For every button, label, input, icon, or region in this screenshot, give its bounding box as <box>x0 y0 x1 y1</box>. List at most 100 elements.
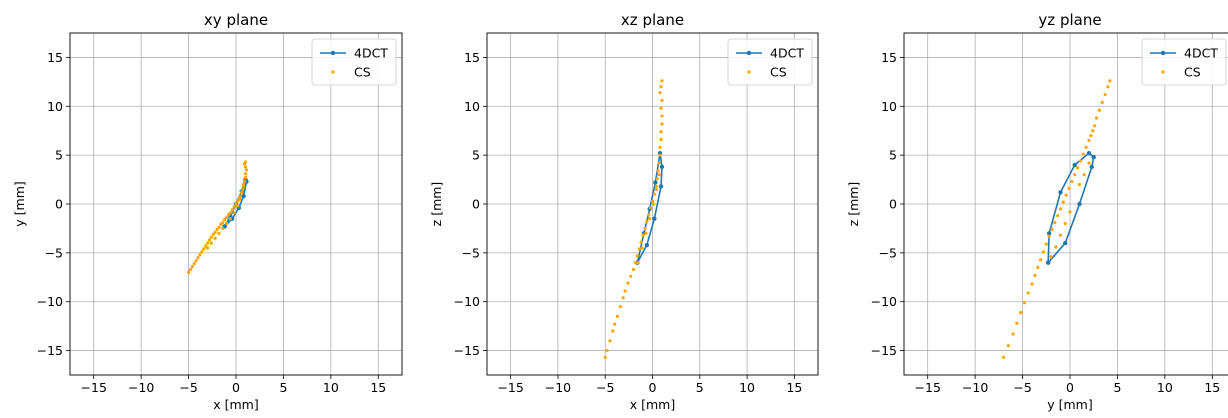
data-point-cs <box>658 145 662 149</box>
data-point-cs <box>641 233 645 237</box>
data-point-cs <box>652 192 656 196</box>
data-point-cs <box>209 241 213 245</box>
data-point-cs <box>637 247 641 251</box>
data-point-cs <box>657 161 661 165</box>
data-point-cs <box>605 348 609 353</box>
data-point-cs <box>238 197 242 201</box>
data-point-cs <box>192 262 196 266</box>
data-point-cs <box>645 219 649 224</box>
data-point-cs <box>232 211 236 215</box>
axes-frame <box>486 32 819 376</box>
data-point-cs <box>1087 138 1091 143</box>
x-tick-label: −5 <box>179 380 197 395</box>
data-point-cs <box>228 217 232 221</box>
y-tick-label: −10 <box>871 294 897 309</box>
x-tick-label: −15 <box>915 380 941 395</box>
data-point-cs <box>654 187 658 191</box>
axes-frame <box>903 32 1228 376</box>
data-point-cs <box>660 79 664 83</box>
data-point-cs <box>1058 207 1063 211</box>
data-point-4dct <box>1086 150 1092 156</box>
series-4dct-line <box>1047 152 1095 264</box>
x-tick-label: −10 <box>962 380 988 395</box>
data-point-cs <box>217 225 221 230</box>
legend-label-cs: CS <box>1184 65 1201 80</box>
y-tick-label: 10 <box>464 99 480 114</box>
data-point-cs <box>230 208 234 212</box>
data-point-cs <box>623 289 627 293</box>
chart-panel-2: −15 −10 −5 0 5 10 15 −15 −10 −5 0 5 10 15 yz plane y [m… <box>846 11 1228 412</box>
x-tick-label: 5 <box>279 380 287 395</box>
data-point-cs <box>1047 234 1051 238</box>
data-point-cs <box>190 264 194 269</box>
x-tick-label: −10 <box>545 380 571 395</box>
legend-marker-4dct <box>746 50 752 56</box>
data-point-cs <box>656 169 660 173</box>
data-point-cs <box>621 296 625 300</box>
data-point-cs <box>232 205 236 209</box>
y-tick-label: 0 <box>472 197 480 212</box>
data-point-cs <box>1075 166 1080 170</box>
data-point-cs <box>608 339 612 343</box>
data-point-cs <box>659 130 663 134</box>
legend-label-4dct: 4DCT <box>770 46 804 61</box>
data-point-cs <box>1081 152 1085 156</box>
x-tick-label: 5 <box>1113 380 1121 395</box>
x-tick-label: 0 <box>1066 380 1074 395</box>
data-point-cs <box>217 231 221 235</box>
data-point-cs <box>629 274 633 278</box>
data-point-cs <box>1033 273 1037 277</box>
legend-label-cs: CS <box>770 65 787 80</box>
data-point-cs <box>603 355 607 360</box>
x-axis-label: y [mm] <box>1047 397 1092 412</box>
y-axis-label: y [mm] <box>12 181 27 226</box>
legend-marker-cs <box>1161 70 1165 74</box>
data-point-cs <box>1030 282 1034 286</box>
data-point-cs <box>1089 134 1093 138</box>
data-point-cs <box>198 253 202 257</box>
y-tick-label: 0 <box>889 197 897 212</box>
data-point-4dct <box>1077 201 1082 207</box>
x-tick-label: 10 <box>323 380 339 395</box>
y-tick-label: 5 <box>889 148 897 163</box>
y-axis-label: z [mm] <box>846 182 861 227</box>
data-point-cs <box>639 240 643 244</box>
data-point-cs <box>654 184 658 189</box>
data-point-cs <box>228 211 232 215</box>
data-point-cs <box>615 314 620 318</box>
data-point-4dct <box>659 164 665 170</box>
data-point-cs <box>213 236 217 240</box>
axes-frame <box>69 32 403 376</box>
data-point-cs <box>1108 79 1112 83</box>
data-point-cs <box>1053 220 1057 225</box>
data-point-cs <box>1049 255 1053 259</box>
data-point-cs <box>611 329 615 333</box>
data-point-cs <box>1077 182 1082 187</box>
data-point-cs <box>194 259 198 263</box>
x-axis-label: x [mm] <box>630 397 675 412</box>
data-point-cs <box>241 182 246 187</box>
chart-title: xz plane <box>621 11 684 29</box>
data-point-cs <box>647 213 651 217</box>
legend-marker-4dct <box>330 50 336 56</box>
y-tick-label: 10 <box>881 99 897 114</box>
chart-panel-1: −15 −10 −5 0 5 10 15 −15 −10 −5 0 5 10 15 xz plane x [m… <box>429 11 819 412</box>
x-tick-label: 10 <box>739 380 755 395</box>
data-point-4dct <box>658 184 664 189</box>
data-point-cs <box>1100 100 1104 104</box>
data-point-cs <box>1087 161 1091 165</box>
data-point-cs <box>650 199 655 203</box>
y-tick-label: 10 <box>47 99 63 114</box>
y-tick-label: −10 <box>37 294 63 309</box>
data-point-cs <box>1078 159 1083 163</box>
data-point-cs <box>1064 193 1068 197</box>
data-point-4dct <box>1045 260 1051 265</box>
data-point-cs <box>243 172 248 176</box>
data-point-cs <box>1019 310 1023 315</box>
data-point-cs <box>243 176 248 180</box>
data-point-cs <box>243 160 248 164</box>
data-point-cs <box>207 238 212 242</box>
data-point-cs <box>660 122 664 126</box>
y-tick-label: 5 <box>472 148 480 163</box>
